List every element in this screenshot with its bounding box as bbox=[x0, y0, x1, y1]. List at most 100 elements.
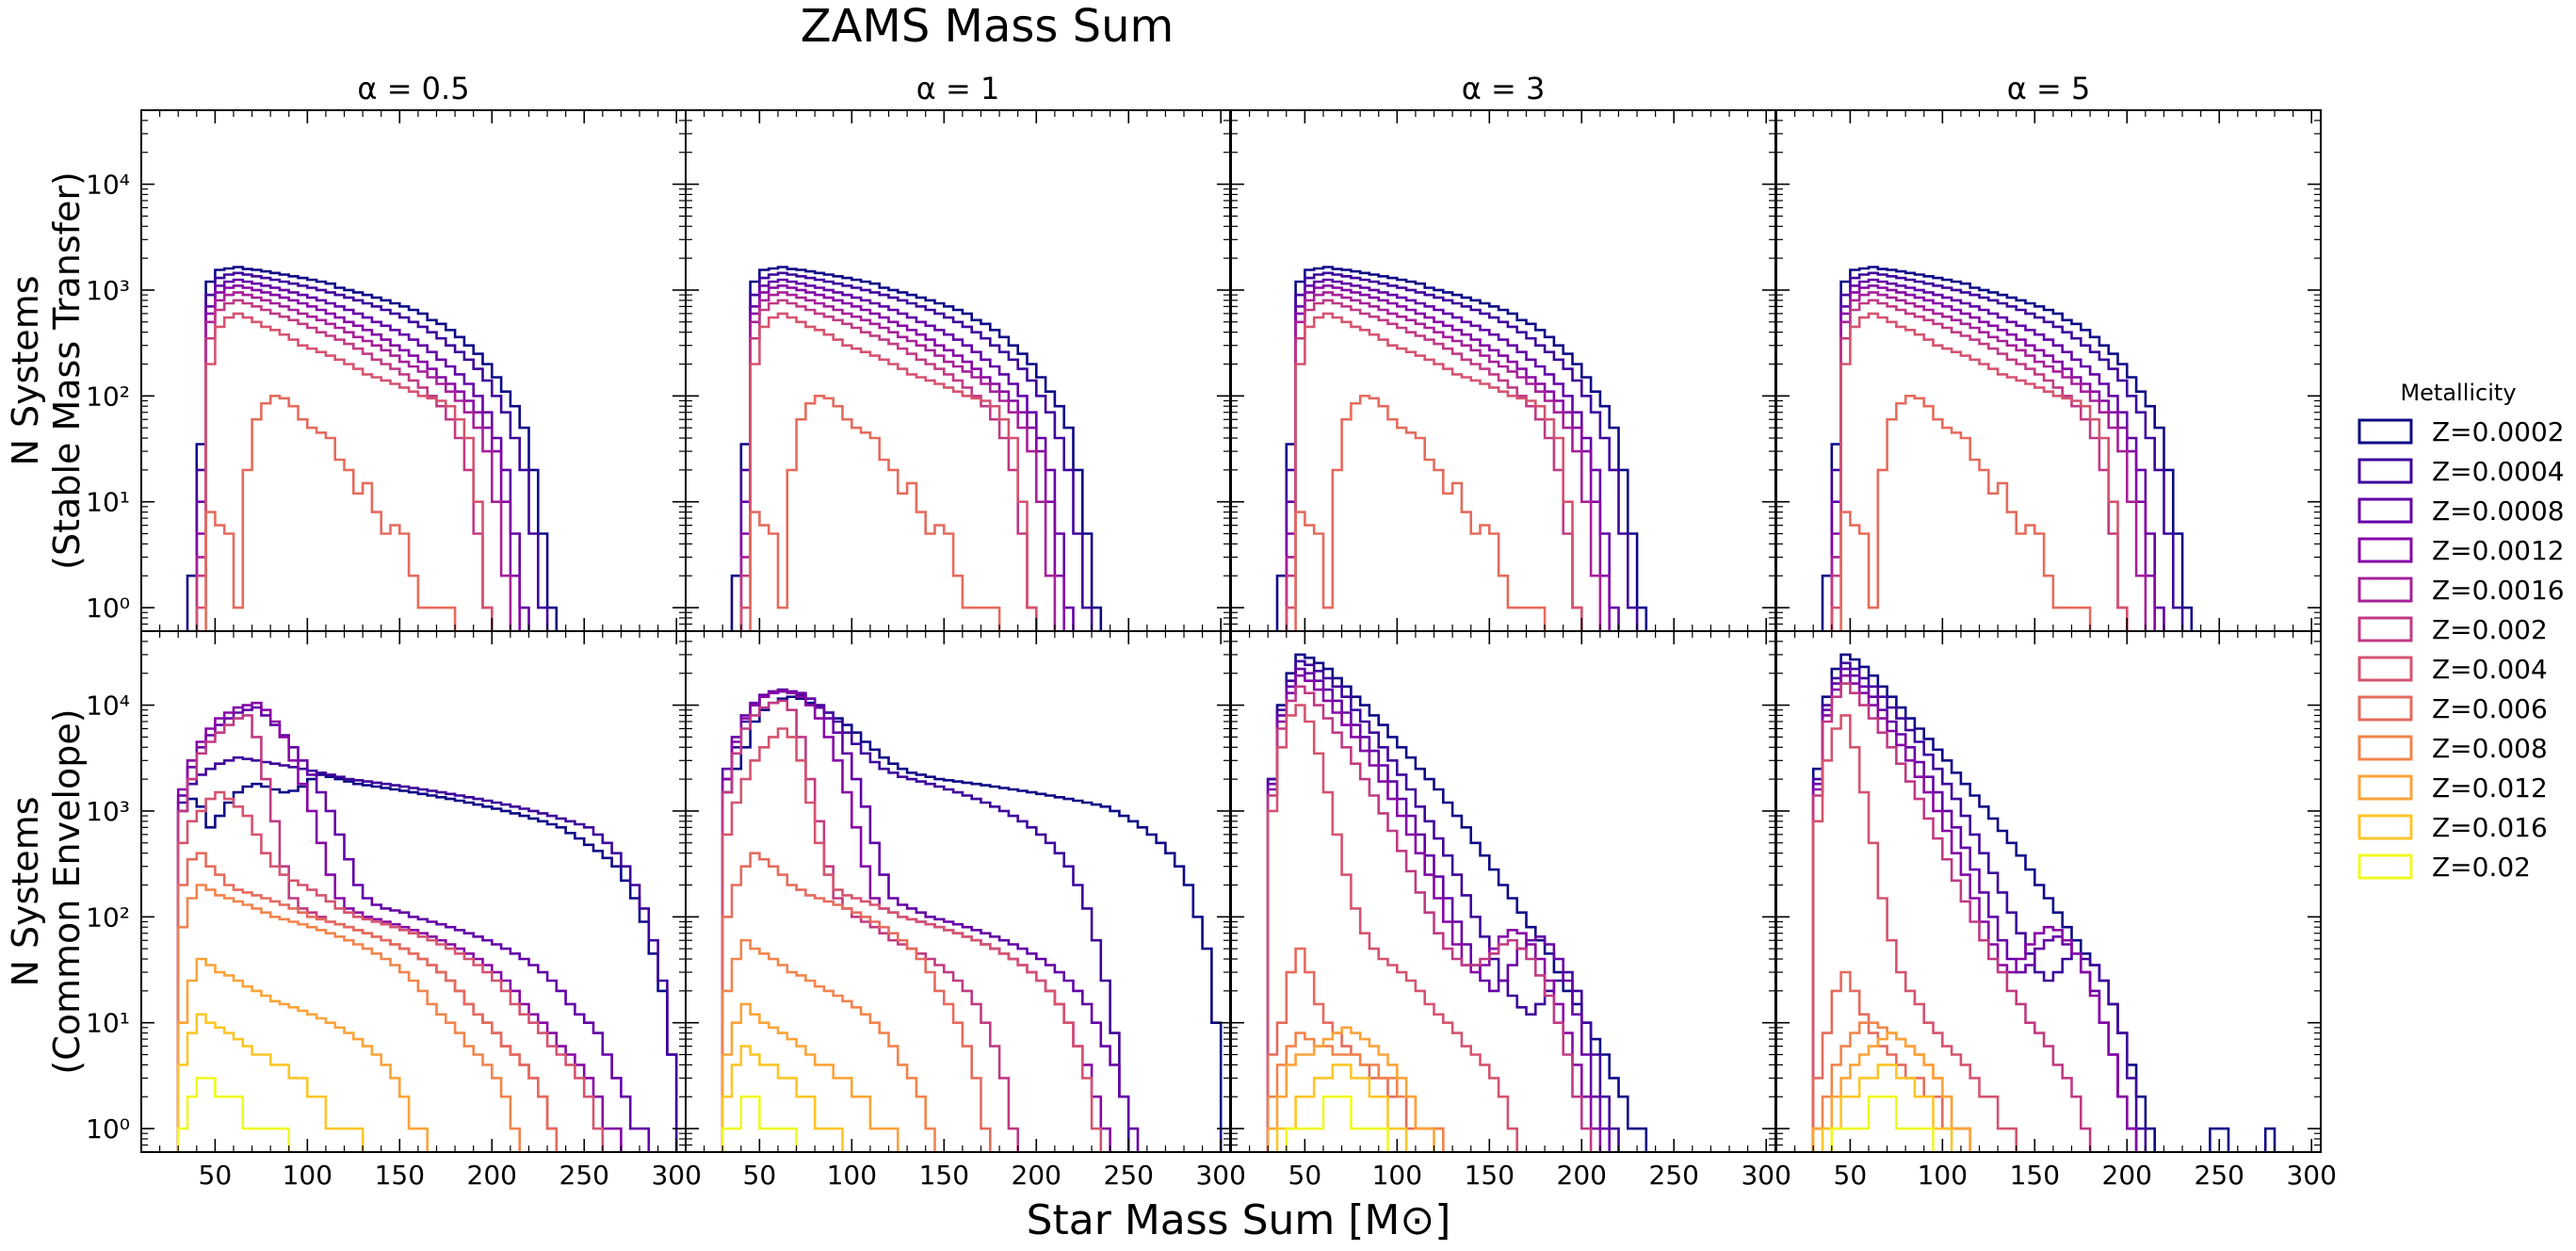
series-Z=0.0016 bbox=[195, 291, 512, 631]
y-tick-label: 10² bbox=[86, 381, 130, 412]
x-tick-label: 100 bbox=[1372, 1160, 1422, 1191]
column-title: α = 0.5 bbox=[357, 71, 469, 106]
series-Z=0.008 bbox=[1266, 1032, 1445, 1152]
series-Z=0.0004 bbox=[1811, 661, 2147, 1152]
y-tick-label: 10³ bbox=[86, 275, 130, 306]
series-group bbox=[176, 701, 678, 1152]
legend-label: Z=0.0002 bbox=[2432, 416, 2565, 447]
series-Z=0.0012 bbox=[1830, 284, 2156, 631]
series-Z=0.016 bbox=[1821, 1064, 1953, 1152]
legend-entry: Z=0.0016 bbox=[2357, 575, 2565, 606]
series-Z=0.0012 bbox=[176, 701, 623, 1152]
series-Z=0.006 bbox=[1811, 970, 1971, 1152]
legend-label: Z=0.02 bbox=[2432, 852, 2531, 883]
x-tick-label: 300 bbox=[2286, 1160, 2336, 1191]
series-Z=0.0008 bbox=[176, 706, 651, 1152]
legend-entry: Z=0.0008 bbox=[2357, 496, 2565, 527]
legend-entry: Z=0.006 bbox=[2357, 693, 2548, 724]
series-Z=0.004 bbox=[195, 312, 494, 631]
x-tick-label: 300 bbox=[651, 1160, 701, 1191]
series-Z=0.016 bbox=[176, 1013, 365, 1152]
row-label: N Systems (Stable Mass Transfer) bbox=[5, 171, 88, 570]
svg-text:N Systems: N Systems bbox=[5, 796, 46, 986]
svg-text:(Common Envelope): (Common Envelope) bbox=[46, 708, 88, 1074]
legend-swatch bbox=[2357, 577, 2413, 603]
x-tick-label: 50 bbox=[1288, 1160, 1322, 1191]
series-Z=0.002 bbox=[1830, 299, 2129, 631]
x-tick-label: 50 bbox=[199, 1160, 233, 1191]
legend-swatch bbox=[2357, 695, 2413, 722]
series-Z=0.004 bbox=[1285, 312, 1583, 631]
x-axis-label: Star Mass Sum [M⊙] bbox=[1027, 1196, 1451, 1244]
series-Z=0.004 bbox=[1266, 704, 1518, 1152]
series-Z=0.0016 bbox=[1830, 291, 2147, 631]
series-Z=0.0008 bbox=[1830, 278, 2165, 631]
x-tick-label: 200 bbox=[1557, 1160, 1607, 1191]
legend-entry: Z=0.008 bbox=[2357, 733, 2548, 764]
panel-frame bbox=[1775, 109, 2322, 632]
series-Z=0.006 bbox=[1266, 947, 1445, 1152]
x-tick-label: 100 bbox=[1918, 1160, 1968, 1191]
series-Z=0.02 bbox=[721, 1095, 798, 1152]
x-tick-label: 250 bbox=[1649, 1160, 1699, 1191]
legend-entry: Z=0.02 bbox=[2357, 852, 2531, 883]
legend-swatch bbox=[2357, 656, 2413, 682]
legend-label: Z=0.0008 bbox=[2432, 496, 2565, 527]
legend-label: Z=0.008 bbox=[2432, 733, 2548, 764]
panel-r0-c1: α = 1 bbox=[685, 71, 1231, 632]
series-Z=0.002 bbox=[721, 699, 1019, 1152]
series-group bbox=[730, 266, 1103, 631]
legend-swatch bbox=[2357, 853, 2413, 880]
y-tick-label: 10⁴ bbox=[86, 690, 130, 722]
x-tick-label: 50 bbox=[743, 1160, 777, 1191]
x-tick-label: 100 bbox=[283, 1160, 332, 1191]
panel-r1-c2: 50 100 150 200 250 300 bbox=[1230, 630, 1791, 1191]
x-tick-label: 300 bbox=[1741, 1160, 1790, 1191]
series-Z=0.0002 bbox=[730, 266, 1103, 631]
series-Z=0.02 bbox=[1285, 1095, 1389, 1152]
series-group bbox=[1811, 653, 2276, 1152]
legend-swatch bbox=[2357, 616, 2413, 642]
x-tick-label: 200 bbox=[2102, 1160, 2152, 1191]
legend-label: Z=0.0016 bbox=[2432, 575, 2565, 606]
series-Z=0.012 bbox=[1266, 1026, 1435, 1152]
series-group bbox=[1821, 266, 2194, 631]
panel-frame bbox=[1230, 109, 1776, 632]
series-Z=0.008 bbox=[176, 884, 521, 1152]
y-tick-label: 10⁰ bbox=[86, 1113, 130, 1145]
legend-entry: Z=0.0004 bbox=[2357, 456, 2565, 487]
series-Z=0.004 bbox=[1811, 714, 2017, 1152]
svg-text:N Systems: N Systems bbox=[5, 275, 46, 465]
panel-frame bbox=[1230, 630, 1776, 1153]
legend-entry: Z=0.012 bbox=[2357, 772, 2548, 804]
series-Z=0.0008 bbox=[721, 688, 1140, 1152]
legend-title: Metallicity bbox=[2400, 380, 2516, 406]
panel-frame bbox=[1775, 630, 2322, 1153]
series-Z=0.004 bbox=[1830, 312, 2129, 631]
series-group bbox=[1266, 653, 1648, 1152]
x-tick-label: 150 bbox=[919, 1160, 969, 1191]
series-Z=0.02 bbox=[176, 1077, 290, 1152]
series-Z=0.002 bbox=[195, 299, 494, 631]
series-Z=0.002 bbox=[1811, 682, 2092, 1152]
legend-entry: Z=0.016 bbox=[2357, 812, 2548, 843]
series-Z=0.016 bbox=[1275, 1064, 1408, 1152]
legend-entry: Z=0.004 bbox=[2357, 654, 2548, 685]
series-Z=0.0016 bbox=[739, 291, 1057, 631]
column-title: α = 1 bbox=[916, 71, 1000, 106]
legend-swatch bbox=[2357, 814, 2413, 840]
x-tick-label: 150 bbox=[2010, 1160, 2060, 1191]
panel-r0-c3: α = 5 bbox=[1775, 71, 2322, 632]
column-title: α = 5 bbox=[2007, 71, 2091, 106]
series-Z=0.0002 bbox=[176, 773, 678, 1152]
x-tick-label: 50 bbox=[1834, 1160, 1868, 1191]
series-Z=0.0016 bbox=[1285, 291, 1602, 631]
series-Z=0.012 bbox=[176, 957, 429, 1152]
legend: Metallicity Z=0.0002 Z=0.0004 Z=0.0008 Z=0.… bbox=[2357, 380, 2565, 883]
x-tick-label: 250 bbox=[1104, 1160, 1154, 1191]
series-Z=0.006 bbox=[204, 395, 457, 631]
legend-label: Z=0.0004 bbox=[2432, 456, 2565, 487]
x-tick-label: 150 bbox=[375, 1160, 425, 1191]
series-Z=0.0002 bbox=[186, 266, 559, 631]
series-Z=0.0008 bbox=[739, 278, 1075, 631]
